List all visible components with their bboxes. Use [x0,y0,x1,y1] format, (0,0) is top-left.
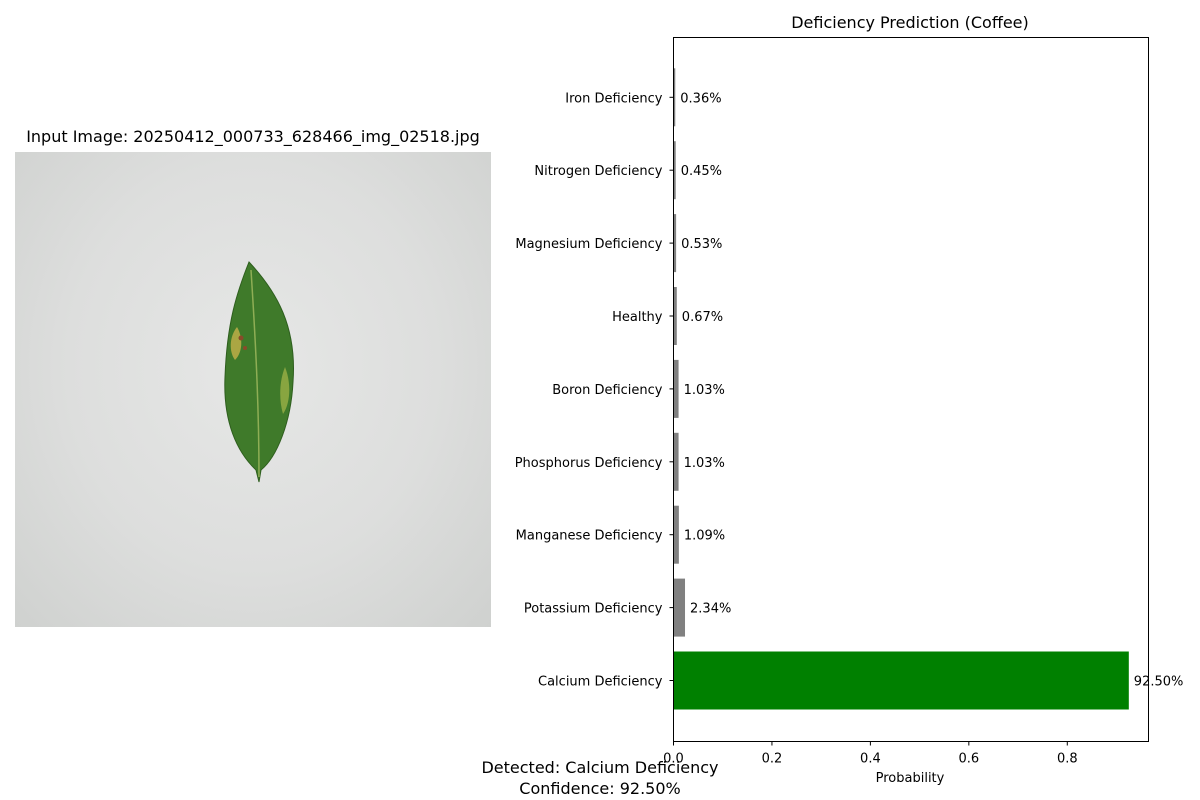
bar-value-label: 92.50% [1134,675,1184,690]
bar-calcium-deficiency [673,651,1129,710]
bar-potassium-deficiency [673,578,686,637]
input-image-title: Input Image: 20250412_000733_628466_img_… [26,127,480,146]
bar-manganese-deficiency [673,505,679,564]
x-tick-label: 0.0 [663,752,684,767]
bar-value-label: 1.03% [684,456,725,471]
bar-nitrogen-deficiency [673,141,676,200]
bar-value-label: 2.34% [690,602,731,617]
y-tick-label: Magnesium Deficiency [515,237,662,252]
y-tick-label: Manganese Deficiency [516,529,663,544]
x-tick-label: 0.2 [762,752,783,767]
y-tick-label: Nitrogen Deficiency [534,164,662,179]
x-tick-label: 0.6 [958,752,979,767]
chart-title: Deficiency Prediction (Coffee) [791,13,1029,32]
bar-magnesium-deficiency [673,214,677,273]
bar-healthy [673,287,677,345]
leaf-photo [15,152,491,627]
y-tick-label: Iron Deficiency [565,91,663,106]
y-tick-label: Calcium Deficiency [538,675,663,690]
bar-iron-deficiency [673,68,676,127]
bar-boron-deficiency [673,359,679,418]
x-tick-label: 0.8 [1057,752,1078,767]
plot-frame [673,37,1149,742]
bar-value-label: 0.36% [680,91,721,106]
y-tick-label: Phosphorus Deficiency [515,456,663,471]
bar-value-label: 1.03% [684,383,725,398]
bar-value-label: 0.53% [681,237,722,252]
y-tick-label: Healthy [612,310,663,325]
x-tick-label: 0.4 [860,752,881,767]
bar-value-label: 0.67% [682,310,723,325]
x-axis-label: Probability [876,771,945,786]
confidence-label: Confidence: 92.50% [519,779,681,798]
detected-label: Detected: Calcium Deficiency [481,758,719,777]
bar-value-label: 1.09% [684,529,725,544]
coffee-leaf-image [224,261,295,483]
bar-phosphorus-deficiency [673,432,679,491]
bar-value-label: 0.45% [681,164,722,179]
y-tick-label: Potassium Deficiency [524,602,663,617]
y-tick-label: Boron Deficiency [552,383,663,398]
